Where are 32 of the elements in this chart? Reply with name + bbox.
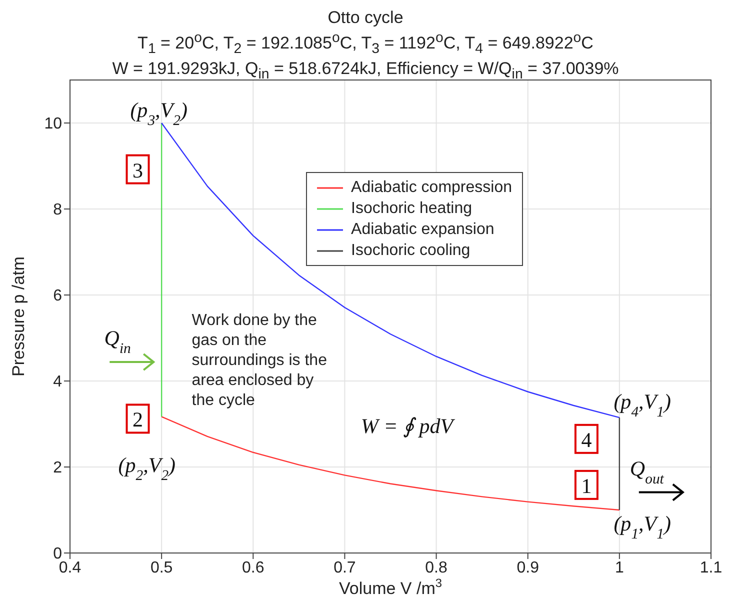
x-tick-label: 1 [614,559,624,576]
annotation: (p$_{4}$,V$_{1}$) [614,390,671,421]
legend-label: Isochoric heating [351,199,472,219]
chart-title: Otto cycle [326,8,404,28]
x-tick-label: 0.6 [242,559,264,576]
y-tick-label: 2 [53,460,62,477]
legend-label: Adiabatic compression [351,178,512,198]
annotation: (p$_{3}$,V$_{2}$) [130,98,188,130]
x-tick-label: 0.5 [150,559,173,576]
y-tick-label: 10 [44,116,62,133]
y-tick-label: 8 [53,202,62,219]
annotation: W = ∮ pdV [360,414,456,438]
y-axis-title: Pressure p /atm [9,256,28,376]
annotation: Q$_{out}$ [630,456,665,488]
legend-label: Adiabatic expansion [351,220,494,240]
x-axis-title: Volume V /m$^{3}$ [339,576,442,598]
annotation: (p$_{1}$,V$_{1}$) [614,511,671,542]
y-tick-label: 4 [53,374,62,391]
annotation: 4 [581,428,592,452]
text: T$_{1}$ = 20$^{o}$C, T$_{2}$ = 192.1085$^{o}$C, T$_{3}$ = 1192$^{o}$C, T$_{4}$ = 649.8922$^{o}$C W = 191.9293kJ, Q$_{in}$ = 518.6724kJ, Efficiency = W/Q$_{in}$ = 37.0039% [112,30,619,82]
annotation: 2 [132,408,144,432]
annotation: 3 [132,158,144,182]
x-tick-label: 0.7 [334,559,356,576]
x-tick-label: 0.9 [516,559,540,576]
annotation: 1 [581,474,592,498]
y-tick-label: 6 [53,288,62,305]
legend-label: Isochoric cooling [351,241,470,261]
x-tick-label: 0.8 [425,559,448,576]
annotation: (p$_{2}$,V$_{2}$) [118,452,176,484]
annotation: Work done by the gas on the surroundings is the area enclosed by the cycle [192,312,328,410]
x-tick-label: 1.1 [700,559,722,576]
annotation: Q$_{in}$ [104,326,131,357]
